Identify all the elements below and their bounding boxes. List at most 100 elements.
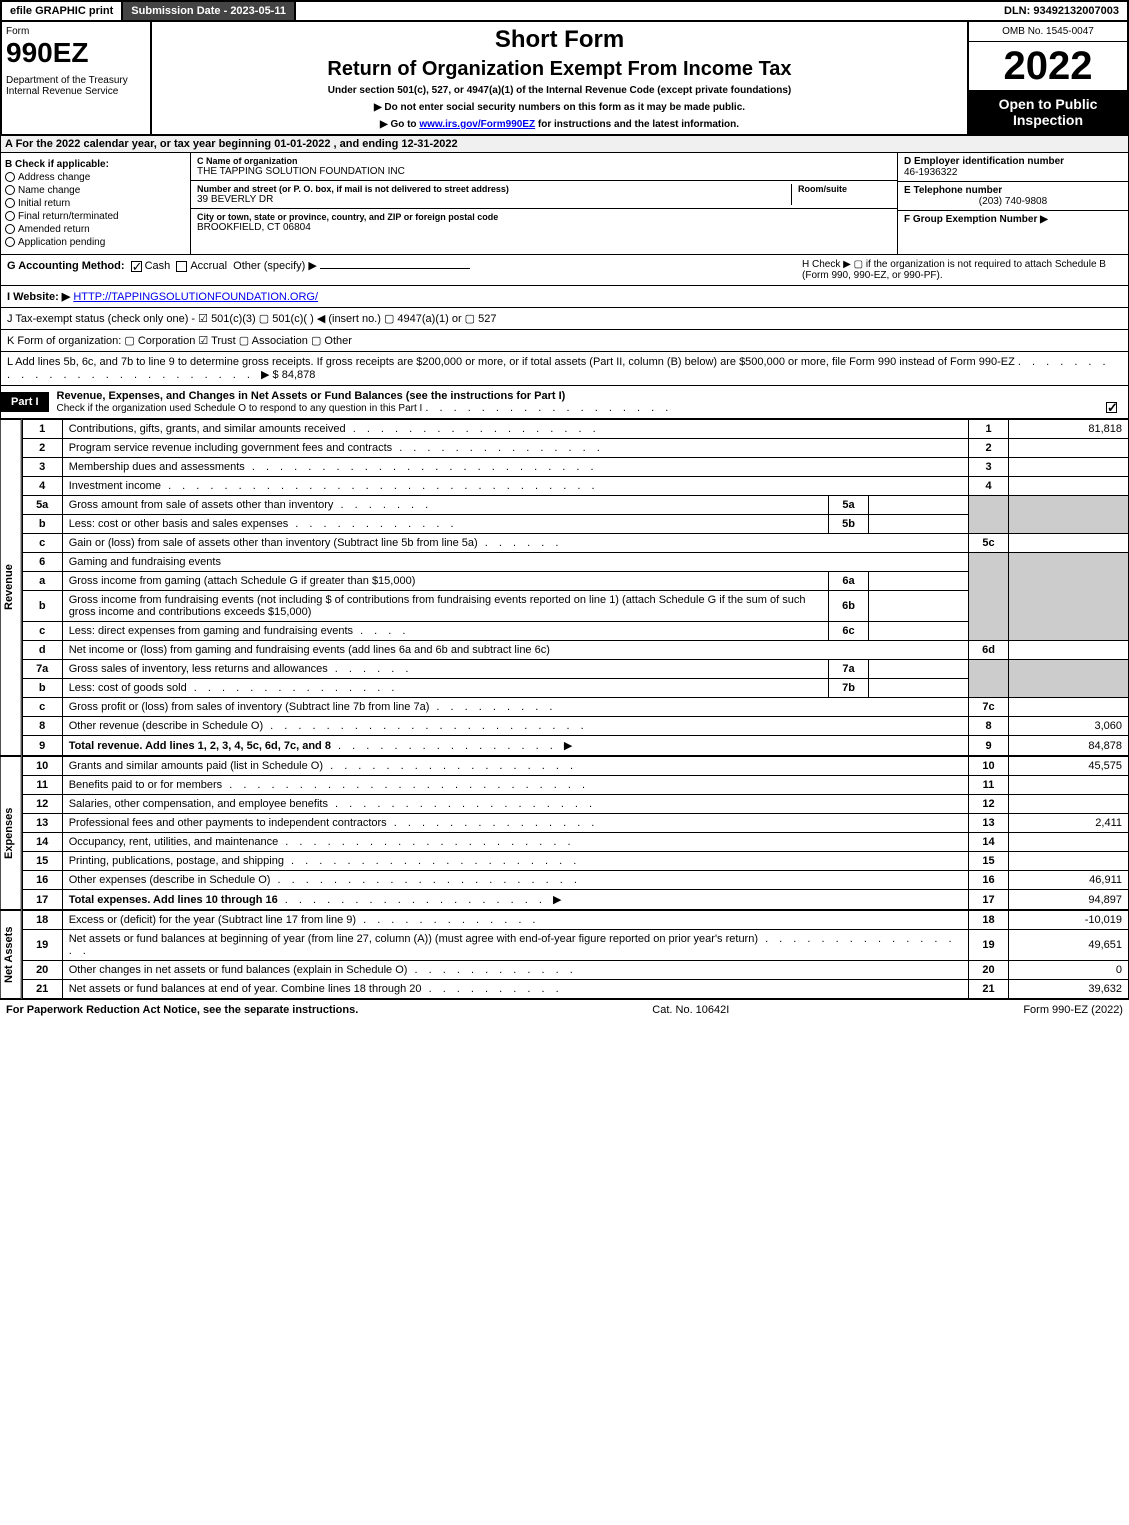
revenue-section: Revenue 1Contributions, gifts, grants, a…: [0, 419, 1129, 756]
line-7a: 7aGross sales of inventory, less returns…: [22, 660, 1128, 679]
check-amended-return[interactable]: Amended return: [5, 224, 186, 235]
row-i: I Website: ▶ HTTP://TAPPINGSOLUTIONFOUND…: [0, 286, 1129, 308]
check-initial-return[interactable]: Initial return: [5, 198, 186, 209]
top-bar: efile GRAPHIC print Submission Date - 20…: [0, 0, 1129, 22]
g-label: G Accounting Method:: [7, 260, 125, 272]
check-final-return[interactable]: Final return/terminated: [5, 211, 186, 222]
short-form-title: Short Form: [156, 26, 963, 54]
line-7c: cGross profit or (loss) from sales of in…: [22, 698, 1128, 717]
line-3: 3Membership dues and assessments . . . .…: [22, 458, 1128, 477]
line-1: 1Contributions, gifts, grants, and simil…: [22, 420, 1128, 439]
line-6d: dNet income or (loss) from gaming and fu…: [22, 641, 1128, 660]
instr2-post: for instructions and the latest informat…: [535, 119, 739, 130]
open-public-label: Open to Public Inspection: [969, 90, 1127, 134]
department-label: Department of the Treasury Internal Reve…: [6, 75, 146, 97]
line-5b: bLess: cost or other basis and sales exp…: [22, 515, 1128, 534]
net-assets-section: Net Assets 18Excess or (deficit) for the…: [0, 910, 1129, 999]
check-address-change[interactable]: Address change: [5, 172, 186, 183]
ein-row: D Employer identification number 46-1936…: [898, 153, 1128, 182]
h-check: H Check ▶ ▢ if the organization is not r…: [802, 259, 1122, 281]
address: 39 BEVERLY DR: [197, 194, 791, 205]
form-label: Form: [6, 26, 146, 37]
accrual-checkbox[interactable]: [176, 261, 187, 272]
check-name-change[interactable]: Name change: [5, 185, 186, 196]
l-amount: ▶ $ 84,878: [261, 369, 315, 381]
footer-right: Form 990-EZ (2022): [1023, 1004, 1123, 1016]
line-17: 17Total expenses. Add lines 10 through 1…: [22, 890, 1128, 910]
efile-label: efile GRAPHIC print: [2, 2, 123, 20]
instr2-pre: ▶ Go to: [380, 119, 419, 130]
revenue-table: 1Contributions, gifts, grants, and simil…: [22, 419, 1129, 756]
section-a: A For the 2022 calendar year, or tax yea…: [0, 136, 1129, 153]
page-footer: For Paperwork Reduction Act Notice, see …: [0, 999, 1129, 1020]
telephone-row: E Telephone number (203) 740-9808: [898, 182, 1128, 211]
line-10: 10Grants and similar amounts paid (list …: [22, 757, 1128, 776]
row-j: J Tax-exempt status (check only one) - ☑…: [0, 308, 1129, 330]
line-4: 4Investment income . . . . . . . . . . .…: [22, 477, 1128, 496]
line-12: 12Salaries, other compensation, and empl…: [22, 795, 1128, 814]
header-center: Short Form Return of Organization Exempt…: [152, 22, 967, 134]
line-7b: bLess: cost of goods sold . . . . . . . …: [22, 679, 1128, 698]
expenses-label: Expenses: [0, 756, 22, 910]
subtitle: Under section 501(c), 527, or 4947(a)(1)…: [156, 85, 963, 96]
info-block: B Check if applicable: Address change Na…: [0, 153, 1129, 255]
expenses-section: Expenses 10Grants and similar amounts pa…: [0, 756, 1129, 910]
group-label: F Group Exemption Number ▶: [904, 214, 1122, 225]
form-header: Form 990EZ Department of the Treasury In…: [0, 22, 1129, 136]
omb-number: OMB No. 1545-0047: [969, 22, 1127, 42]
accounting-method: G Accounting Method: Cash Accrual Other …: [7, 259, 802, 281]
part-1-label: Part I: [1, 392, 49, 412]
line-6a: aGross income from gaming (attach Schedu…: [22, 572, 1128, 591]
row-l: L Add lines 5b, 6c, and 7b to line 9 to …: [0, 352, 1129, 386]
org-name-label: C Name of organization: [197, 156, 891, 166]
ein: 46-1936322: [904, 167, 1122, 178]
column-d: D Employer identification number 46-1936…: [898, 153, 1128, 254]
net-assets-table: 18Excess or (deficit) for the year (Subt…: [22, 910, 1129, 999]
irs-link[interactable]: www.irs.gov/Form990EZ: [419, 119, 535, 130]
footer-center: Cat. No. 10642I: [652, 1004, 729, 1016]
header-left: Form 990EZ Department of the Treasury In…: [2, 22, 152, 134]
line-19: 19Net assets or fund balances at beginni…: [22, 930, 1128, 961]
row-k: K Form of organization: ▢ Corporation ☑ …: [0, 330, 1129, 352]
line-6c: cLess: direct expenses from gaming and f…: [22, 622, 1128, 641]
address-row: Number and street (or P. O. box, if mail…: [191, 181, 897, 209]
line-11: 11Benefits paid to or for members . . . …: [22, 776, 1128, 795]
line-14: 14Occupancy, rent, utilities, and mainte…: [22, 833, 1128, 852]
column-b: B Check if applicable: Address change Na…: [1, 153, 191, 254]
line-5a: 5aGross amount from sale of assets other…: [22, 496, 1128, 515]
tel-label: E Telephone number: [904, 185, 1122, 196]
website-link[interactable]: HTTP://TAPPINGSOLUTIONFOUNDATION.ORG/: [73, 291, 318, 303]
address-label: Number and street (or P. O. box, if mail…: [197, 184, 791, 194]
part-1-title: Revenue, Expenses, and Changes in Net As…: [49, 386, 1128, 418]
line-6b: bGross income from fundraising events (n…: [22, 591, 1128, 622]
line-6: 6Gaming and fundraising events: [22, 553, 1128, 572]
line-13: 13Professional fees and other payments t…: [22, 814, 1128, 833]
tax-year: 2022: [969, 42, 1127, 90]
l-text: L Add lines 5b, 6c, and 7b to line 9 to …: [7, 356, 1015, 368]
instruction-2: ▶ Go to www.irs.gov/Form990EZ for instru…: [156, 119, 963, 130]
footer-left: For Paperwork Reduction Act Notice, see …: [6, 1004, 358, 1016]
return-title: Return of Organization Exempt From Incom…: [156, 58, 963, 81]
column-c: C Name of organization THE TAPPING SOLUT…: [191, 153, 898, 254]
line-20: 20Other changes in net assets or fund ba…: [22, 961, 1128, 980]
cash-checkbox[interactable]: [131, 261, 142, 272]
city-label: City or town, state or province, country…: [197, 212, 891, 222]
schedule-o-checkbox[interactable]: [1106, 402, 1117, 413]
city-row: City or town, state or province, country…: [191, 209, 897, 236]
group-exemption-row: F Group Exemption Number ▶: [898, 211, 1128, 228]
net-assets-label: Net Assets: [0, 910, 22, 999]
col-b-title: B Check if applicable:: [5, 159, 186, 170]
line-21: 21Net assets or fund balances at end of …: [22, 980, 1128, 999]
row-g-h: G Accounting Method: Cash Accrual Other …: [0, 255, 1129, 286]
dln-label: DLN: 93492132007003: [996, 2, 1127, 20]
header-right: OMB No. 1545-0047 2022 Open to Public In…: [967, 22, 1127, 134]
revenue-label: Revenue: [0, 419, 22, 756]
room-label: Room/suite: [798, 184, 891, 194]
submission-date: Submission Date - 2023-05-11: [123, 2, 296, 20]
ein-label: D Employer identification number: [904, 156, 1122, 167]
line-9: 9Total revenue. Add lines 1, 2, 3, 4, 5c…: [22, 736, 1128, 756]
check-application-pending[interactable]: Application pending: [5, 237, 186, 248]
line-5c: cGain or (loss) from sale of assets othe…: [22, 534, 1128, 553]
city: BROOKFIELD, CT 06804: [197, 222, 891, 233]
line-15: 15Printing, publications, postage, and s…: [22, 852, 1128, 871]
